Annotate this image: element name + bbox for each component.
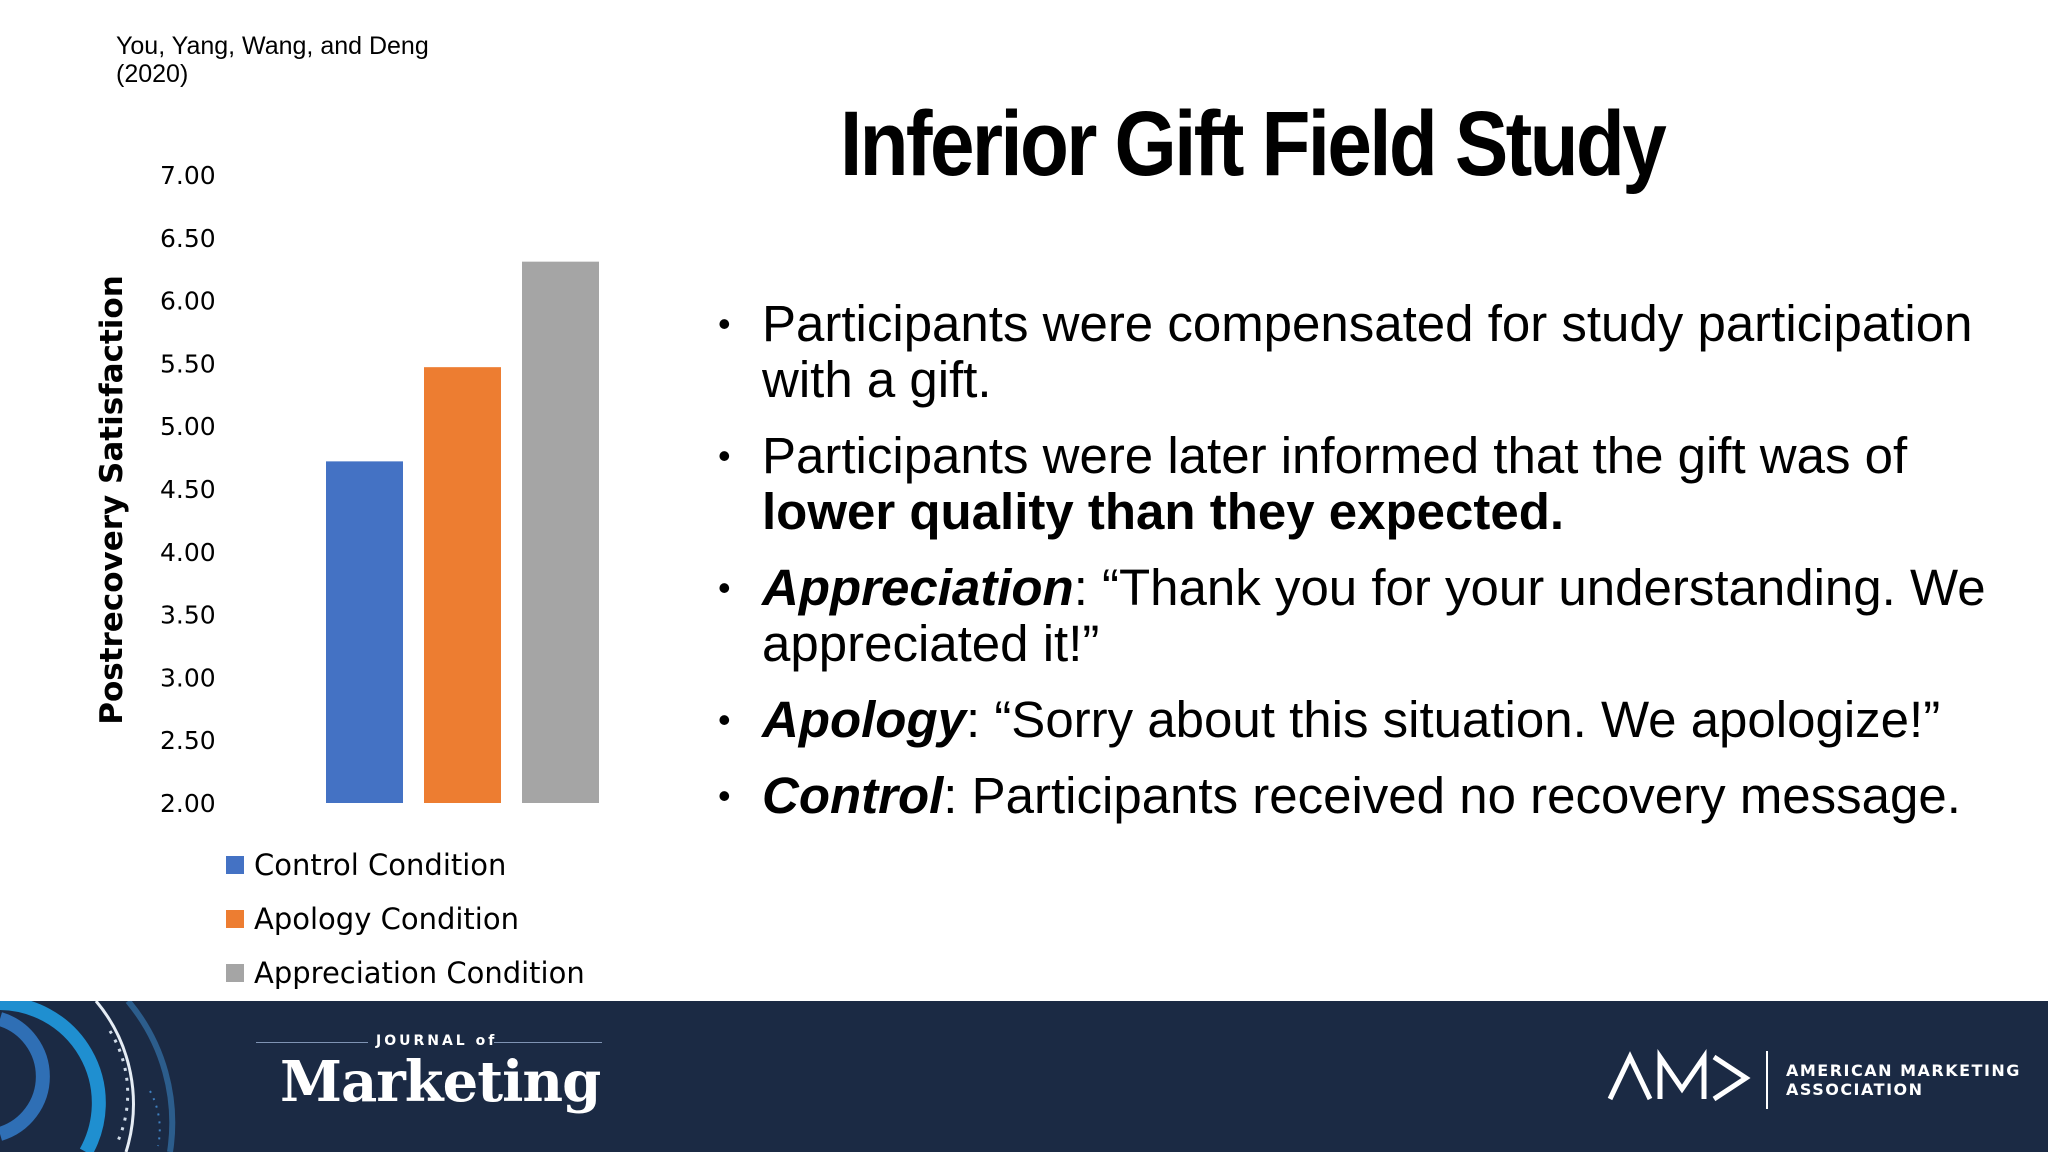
decorative-arcs — [0, 1001, 176, 1152]
ama-logo-icon — [1607, 1049, 1751, 1102]
ama-name-line-1: AMERICAN MARKETING — [1786, 1061, 2021, 1080]
bullet-marker: • — [718, 567, 731, 608]
bullet-appreciation: • Appreciation: “Thank you for your unde… — [718, 560, 2008, 672]
bar-apology-condition — [424, 367, 501, 803]
y-tick-label: 3.00 — [160, 663, 216, 692]
bullet-emphasis: lower quality than they expected. — [762, 483, 1565, 540]
legend-label: Control Condition — [254, 848, 507, 882]
bullet-control: • Control: Participants received no reco… — [718, 768, 2008, 824]
bullet-marker: • — [718, 775, 731, 816]
bullet-marker: • — [718, 303, 731, 344]
y-tick-label: 5.50 — [160, 349, 216, 378]
ama-divider — [1766, 1051, 1768, 1109]
legend-swatch — [226, 910, 244, 928]
ama-name: AMERICAN MARKETING ASSOCIATION — [1786, 1061, 2021, 1099]
footer-banner: JOURNAL of Marketing AMERICAN MARKETING … — [0, 1001, 2048, 1152]
bullet-term: Apology — [762, 691, 966, 748]
bar-appreciation-condition — [522, 261, 599, 803]
journal-rule-right — [494, 1042, 602, 1043]
bullet-term: Control — [762, 767, 944, 824]
bullet-text: Participants were compensated for study … — [762, 295, 1973, 408]
legend-swatch — [226, 856, 244, 874]
bullet-list: • Participants were compensated for stud… — [718, 296, 2008, 844]
y-tick-label: 3.50 — [160, 601, 216, 630]
y-axis-ticks: 7.00 6.50 6.00 5.50 5.00 4.50 4.00 3.50 3.00 2.50… — [160, 161, 216, 818]
journal-label: JOURNAL of — [376, 1033, 498, 1049]
bullet-text: Participants were later informed that th… — [762, 427, 1908, 484]
slide-title: Inferior Gift Field Study — [840, 93, 1667, 195]
bullet-text: : “Sorry about this situation. We apolog… — [965, 691, 1941, 748]
y-tick-label: 5.00 — [160, 412, 216, 441]
y-tick-label: 6.50 — [160, 224, 216, 253]
y-tick-label: 7.00 — [160, 161, 216, 190]
y-tick-label: 4.00 — [160, 538, 216, 567]
legend-label: Appreciation Condition — [254, 956, 585, 990]
y-tick-label: 4.50 — [160, 475, 216, 504]
ama-name-line-2: ASSOCIATION — [1786, 1080, 1924, 1099]
bullet-compensation: • Participants were compensated for stud… — [718, 296, 2008, 408]
bar-chart: Postrecovery Satisfaction 7.00 6.50 6.00 5.… — [94, 161, 599, 818]
bullet-marker: • — [718, 699, 731, 740]
bullet-text: : “Thank you for your understanding. We … — [762, 559, 1986, 672]
bullet-term: Appreciation — [762, 559, 1074, 616]
bars — [326, 261, 599, 803]
bullet-informed: • Participants were later informed that … — [718, 428, 2008, 540]
legend-item: Apology Condition — [226, 892, 585, 946]
legend-item: Control Condition — [226, 838, 585, 892]
y-tick-label: 2.50 — [160, 726, 216, 755]
legend-item: Appreciation Condition — [226, 946, 585, 1000]
citation: You, Yang, Wang, and Deng (2020) — [116, 32, 429, 88]
bar-control-condition — [326, 461, 403, 803]
legend-label: Apology Condition — [254, 902, 519, 936]
bullet-apology: • Apology: “Sorry about this situation. … — [718, 692, 2008, 748]
legend-swatch — [226, 964, 244, 982]
y-tick-label: 6.00 — [160, 287, 216, 316]
bullet-text: : Participants received no recovery mess… — [943, 767, 1961, 824]
chart-legend: Control Condition Apology Condition Apprec… — [226, 838, 585, 1000]
journal-logo: Marketing — [280, 1049, 601, 1115]
y-tick-label: 2.00 — [160, 789, 216, 818]
journal-rule-left — [256, 1042, 368, 1043]
bullet-marker: • — [718, 435, 731, 476]
y-axis-label: Postrecovery Satisfaction — [94, 275, 130, 725]
